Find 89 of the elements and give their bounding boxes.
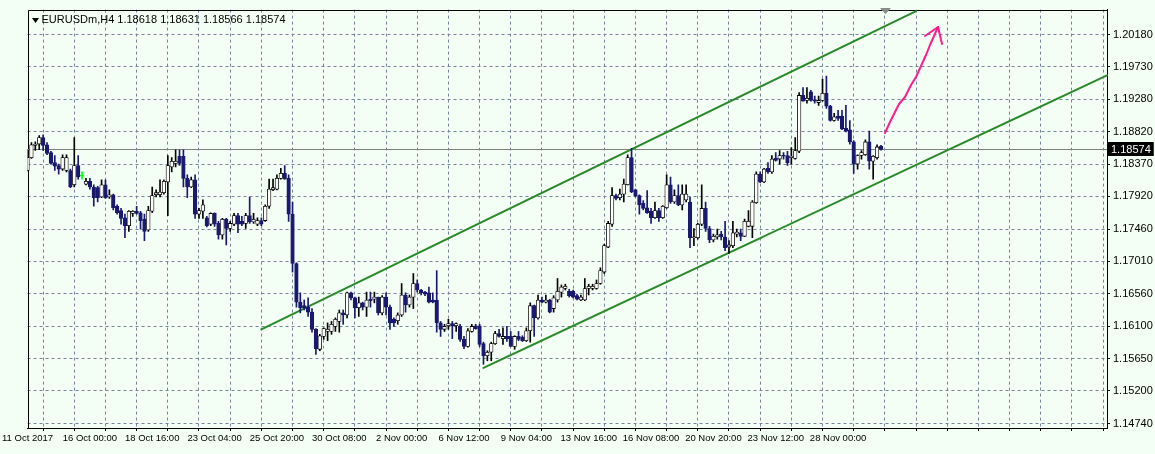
y-tick-label: 1.15650: [1113, 351, 1153, 364]
y-tick-label: 1.19280: [1113, 92, 1153, 105]
candlestick: [559, 284, 564, 298]
x-tick-label: 13 Nov 16:00: [560, 432, 617, 444]
candlestick: [68, 168, 73, 189]
candlestick: [672, 189, 677, 204]
candlestick: [329, 321, 334, 335]
y-tick-label: 1.20180: [1113, 27, 1153, 40]
candlestick: [103, 179, 108, 199]
candlestick: [816, 95, 821, 106]
candlestick: [64, 154, 69, 173]
ref-line-label: 1.18574: [1111, 142, 1151, 155]
candlestick: [290, 201, 295, 273]
candlestick: [863, 139, 868, 156]
candlestick: [563, 283, 568, 291]
candlestick: [516, 331, 521, 342]
candlestick: [551, 295, 556, 313]
candlestick: [691, 228, 697, 246]
candlestick: [341, 309, 346, 325]
candlestick: [360, 301, 365, 311]
candlestick: [855, 154, 860, 170]
x-tick-label: 6 Nov 12:00: [438, 432, 490, 444]
x-tick-label: 30 Oct 08:00: [312, 432, 367, 444]
x-tick-label: 25 Oct 20:00: [249, 432, 305, 444]
x-tick-label: 23 Nov 12:00: [747, 432, 805, 444]
candlestick: [286, 174, 291, 222]
candlestick: [446, 318, 451, 330]
candlestick: [512, 335, 517, 350]
candlestick: [247, 196, 252, 224]
candlestick: [142, 213, 147, 241]
y-tick-label: 1.17920: [1113, 189, 1153, 202]
candlestick: [477, 323, 482, 347]
x-tick-label: 9 Nov 04:00: [500, 432, 552, 444]
candlestick: [403, 292, 408, 313]
candlestick: [742, 218, 747, 237]
candlestick: [220, 218, 225, 240]
chart-title: EURUSDm,H4 1.18618 1.18631 1.18566 1.18574: [41, 12, 286, 25]
candlestick: [637, 194, 642, 215]
y-tick-label: 1.15200: [1113, 383, 1153, 396]
y-tick-label: 1.16100: [1113, 319, 1153, 332]
candlestick: [208, 212, 213, 226]
candlestick: [325, 322, 330, 342]
candlestick: [785, 150, 790, 166]
x-tick-label: 20 Nov 20:00: [685, 432, 742, 444]
candlestick: [676, 184, 681, 206]
candlestick: [173, 149, 178, 168]
x-tick-label: 2 Nov 00:00: [376, 432, 428, 444]
candlestick: [99, 179, 104, 199]
candlestick: [715, 228, 720, 240]
candlestick: [777, 150, 782, 165]
candlestick: [590, 283, 595, 291]
y-tick-label: 1.14740: [1113, 416, 1153, 429]
x-tick-label: 28 Nov 00:00: [809, 432, 867, 444]
candlestick: [138, 210, 143, 230]
y-tick-label: 1.17010: [1113, 254, 1153, 267]
candlestick: [707, 225, 712, 244]
candlestick: [781, 152, 786, 160]
candlestick: [364, 291, 369, 317]
candlestick: [703, 201, 708, 232]
candlestick: [259, 217, 264, 226]
candlestick: [60, 154, 65, 171]
y-tick-label: 1.19730: [1113, 59, 1153, 72]
y-tick-label: 1.17460: [1113, 222, 1153, 235]
candlestick: [450, 321, 455, 339]
x-tick-label: 16 Oct 00:00: [62, 432, 118, 444]
candlestick: [251, 213, 256, 224]
candlestick: [255, 217, 260, 226]
y-tick-label: 1.16560: [1113, 286, 1153, 299]
candlestick: [107, 189, 112, 199]
y-tick-label: 1.18370: [1113, 157, 1153, 170]
candlestick: [95, 185, 100, 203]
candlestick: [442, 323, 447, 332]
y-tick-label: 1.18820: [1113, 124, 1153, 137]
candlestick: [629, 148, 634, 194]
candlestick: [594, 279, 599, 290]
candlestick: [134, 205, 139, 215]
x-tick-label: 11 Oct 2017: [2, 432, 54, 444]
x-tick-label: 16 Nov 08:00: [622, 432, 680, 444]
candlestick: [738, 228, 743, 241]
x-tick-label: 23 Oct 04:00: [187, 432, 242, 444]
candlestick: [668, 176, 673, 204]
candlestick: [820, 78, 825, 102]
candlestick: [407, 294, 412, 308]
candlestick: [372, 291, 377, 304]
candlestick: [481, 341, 486, 365]
x-tick-label: 18 Oct 16:00: [125, 432, 180, 444]
candlestick: [411, 273, 416, 309]
candlestick: [773, 152, 778, 162]
candlestick: [812, 95, 817, 104]
